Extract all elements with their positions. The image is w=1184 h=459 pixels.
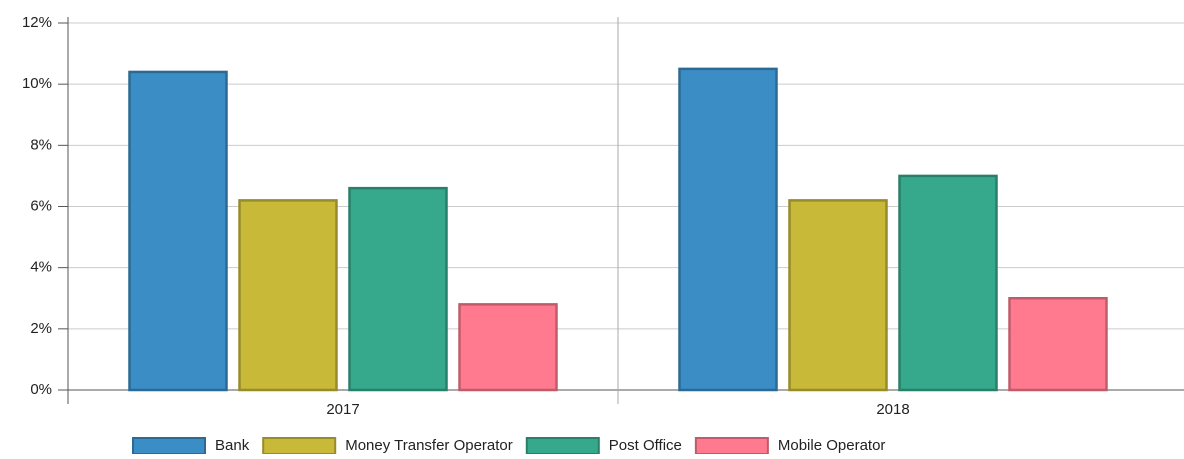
bar [788, 199, 888, 392]
bar [678, 67, 778, 392]
y-tick-label: 10% [22, 75, 52, 92]
legend-label: Bank [215, 437, 250, 454]
x-tick-label: 2018 [876, 401, 909, 418]
bar [128, 70, 228, 392]
y-tick-label: 4% [30, 259, 52, 276]
legend-label: Mobile Operator [778, 437, 886, 454]
x-tick-label: 2017 [326, 401, 359, 418]
y-tick-label: 2% [30, 320, 52, 337]
bar [348, 186, 448, 392]
legend-label: Money Transfer Operator [345, 437, 513, 454]
bar [1008, 297, 1108, 392]
y-tick-label: 8% [30, 136, 52, 153]
legend-label: Post Office [609, 437, 682, 454]
legend-swatch [694, 437, 769, 455]
bar [458, 303, 558, 392]
bar [898, 174, 998, 392]
y-tick-label: 6% [30, 197, 52, 214]
y-tick-label: 0% [30, 381, 52, 398]
legend-swatch [525, 437, 600, 455]
y-tick-label: 12% [22, 14, 52, 31]
bar [238, 199, 338, 392]
legend-swatch [132, 437, 206, 455]
legend-swatch [262, 437, 337, 455]
